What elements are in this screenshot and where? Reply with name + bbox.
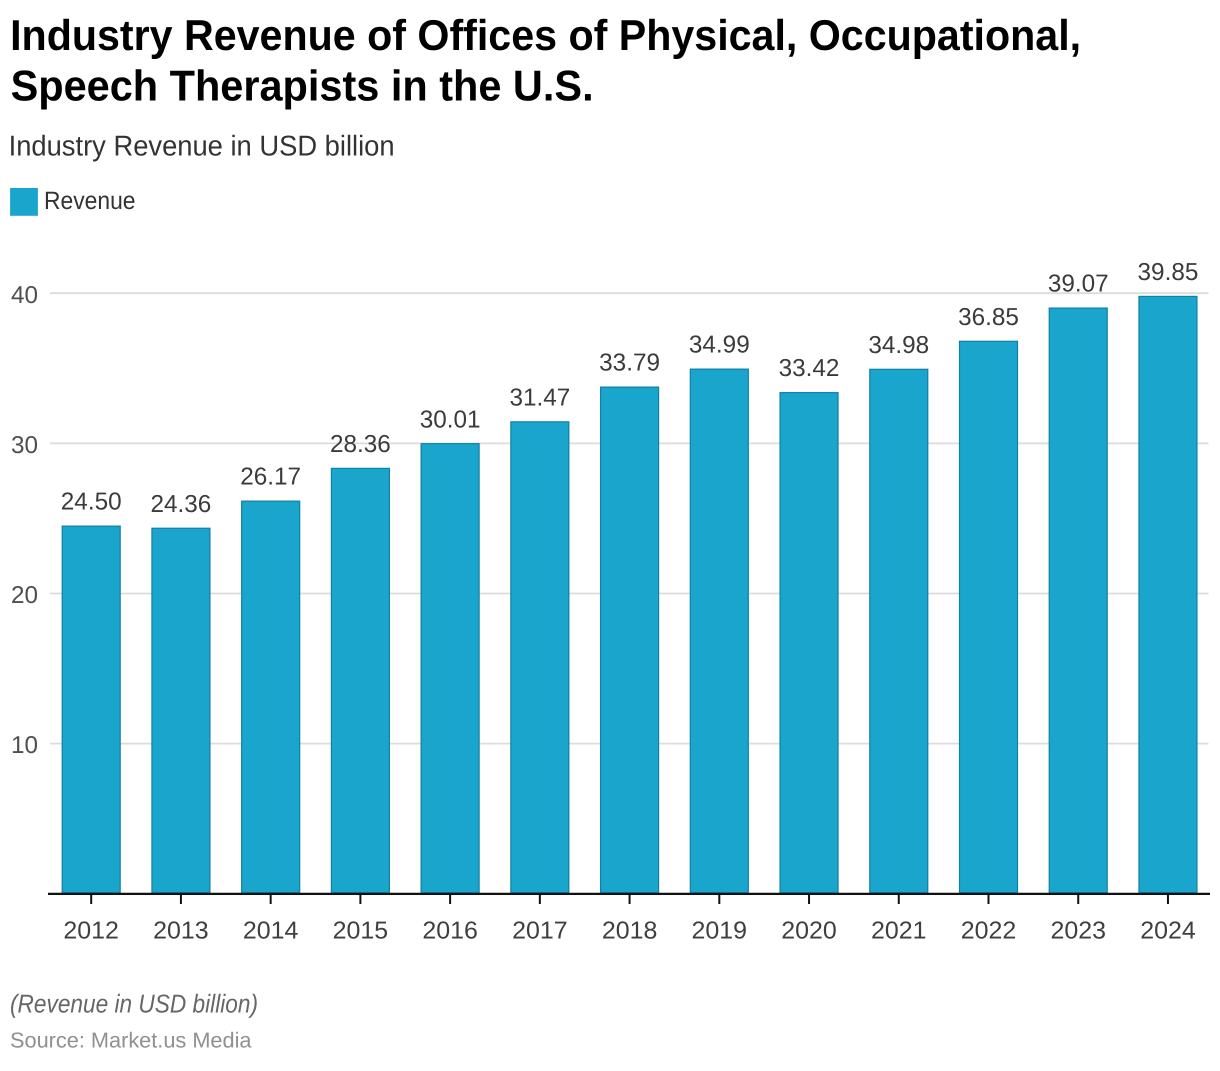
svg-text:10: 10 (11, 732, 38, 759)
svg-text:33.79: 33.79 (599, 350, 660, 377)
svg-text:39.07: 39.07 (1048, 271, 1109, 298)
svg-text:2016: 2016 (422, 917, 478, 944)
svg-text:2021: 2021 (871, 917, 927, 944)
svg-text:31.47: 31.47 (509, 384, 570, 411)
svg-text:Speech Therapists in the U.S.: Speech Therapists in the U.S. (11, 62, 594, 110)
svg-text:24.50: 24.50 (61, 489, 122, 516)
svg-text:2022: 2022 (961, 917, 1017, 944)
svg-text:2023: 2023 (1050, 917, 1106, 944)
svg-text:26.17: 26.17 (240, 464, 301, 491)
svg-text:28.36: 28.36 (330, 431, 391, 458)
svg-text:(Revenue in USD billion): (Revenue in USD billion) (10, 990, 258, 1018)
svg-text:34.99: 34.99 (689, 332, 750, 359)
svg-text:2015: 2015 (333, 917, 389, 944)
svg-text:Industry Revenue of Offices of: Industry Revenue of Offices of Physical,… (10, 12, 1081, 60)
svg-text:2014: 2014 (243, 917, 299, 944)
svg-text:2012: 2012 (63, 917, 119, 944)
svg-text:2013: 2013 (153, 917, 209, 944)
svg-text:36.85: 36.85 (958, 304, 1019, 331)
svg-text:40: 40 (11, 282, 38, 309)
svg-text:30.01: 30.01 (420, 406, 481, 433)
svg-text:2017: 2017 (512, 917, 568, 944)
svg-text:2020: 2020 (781, 917, 837, 944)
svg-text:39.85: 39.85 (1138, 259, 1199, 286)
svg-text:Revenue: Revenue (44, 187, 136, 215)
svg-text:2018: 2018 (602, 917, 658, 944)
svg-text:33.42: 33.42 (779, 355, 840, 382)
svg-text:34.98: 34.98 (868, 332, 929, 359)
svg-text:Industry Revenue in USD billio: Industry Revenue in USD billion (9, 131, 395, 163)
svg-text:24.36: 24.36 (151, 491, 212, 518)
svg-text:2019: 2019 (692, 917, 748, 944)
svg-text:2024: 2024 (1140, 917, 1196, 944)
svg-text:Source: Market.us Media: Source: Market.us Media (10, 1027, 252, 1052)
svg-text:30: 30 (11, 432, 38, 459)
svg-text:20: 20 (11, 582, 38, 609)
